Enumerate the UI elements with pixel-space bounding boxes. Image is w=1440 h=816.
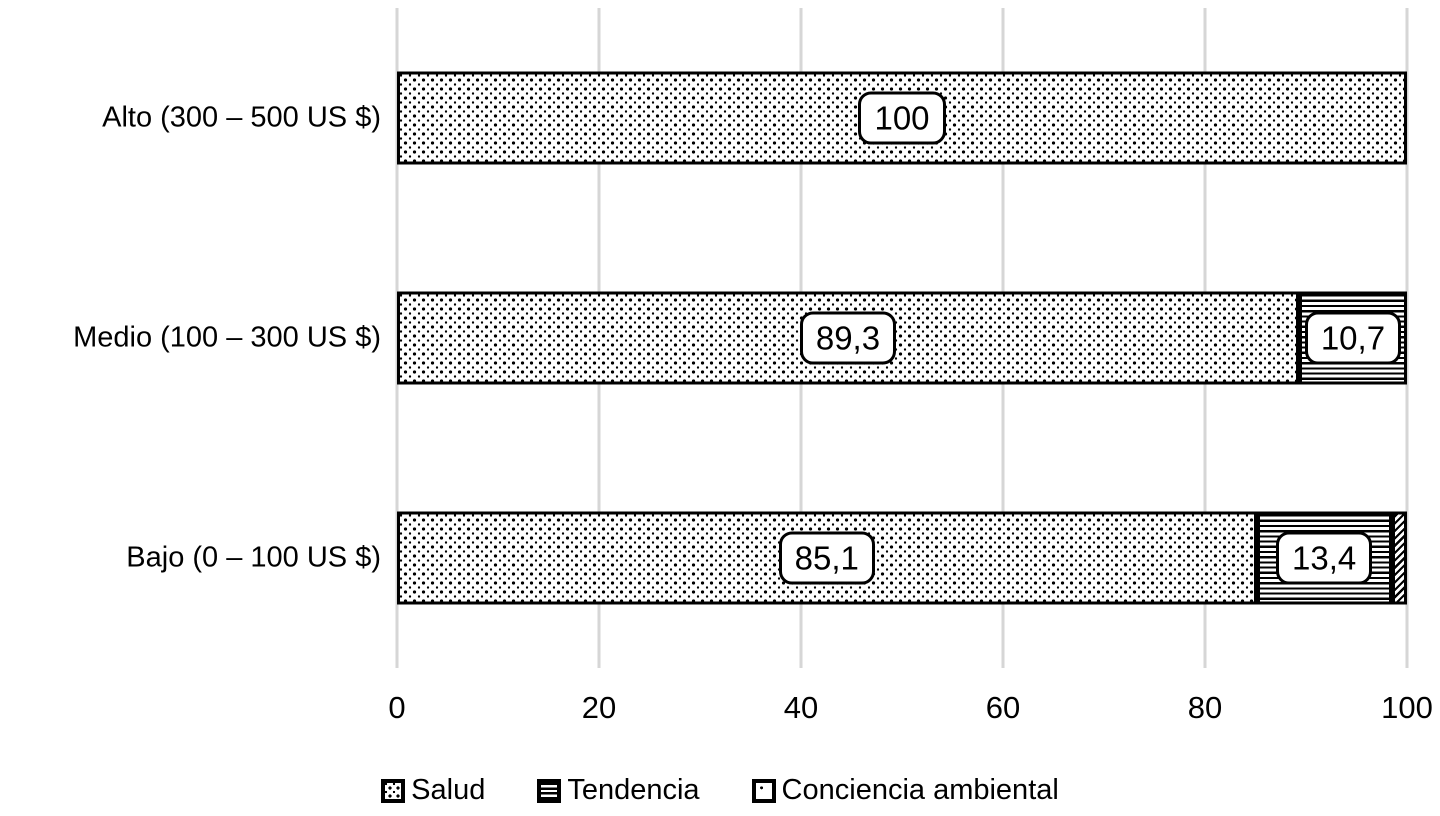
legend-label: Conciencia ambiental xyxy=(781,774,1059,806)
legend: Salud Tendencia Conciencia ambiental xyxy=(0,774,1440,807)
category-label: Alto (300 – 500 US $) xyxy=(102,101,381,134)
data-label: 85,1 xyxy=(778,531,875,585)
x-tick-label: 20 xyxy=(581,690,617,725)
legend-item-salud: Salud xyxy=(381,774,485,807)
bar-segment-tendencia: 10,7 xyxy=(1298,291,1407,385)
bar-segment-salud: 100 xyxy=(397,71,1407,165)
bar-row: Bajo (0 – 100 US $) 85,1 13,4 xyxy=(126,448,1407,668)
tendencia-pattern-icon xyxy=(537,778,562,803)
category-label: Medio (100 – 300 US $) xyxy=(73,321,381,354)
legend-item-tendencia: Tendencia xyxy=(537,774,700,807)
x-tick-label: 80 xyxy=(1187,690,1223,725)
x-tick-label: 60 xyxy=(985,690,1021,725)
bar-segment-conciencia-ambiental xyxy=(1391,511,1407,605)
bar-segment-tendencia: 13,4 xyxy=(1256,511,1392,605)
x-tick-label: 40 xyxy=(783,690,819,725)
bar-segment-salud: 89,3 xyxy=(397,291,1299,385)
bar-segment-salud: 85,1 xyxy=(397,511,1257,605)
x-tick-label: 100 xyxy=(1381,690,1433,725)
legend-label: Salud xyxy=(411,774,486,806)
salud-pattern-icon xyxy=(381,778,406,803)
plot-area: Alto (300 – 500 US $) 100 Medio (100 – 300… xyxy=(73,8,1409,668)
legend-item-conciencia-ambiental: Conciencia ambiental xyxy=(751,774,1059,807)
x-axis: 0 20 40 60 80 100 xyxy=(388,690,1432,734)
bar-track: 85,1 13,4 xyxy=(397,511,1407,605)
bar-track: 100 xyxy=(397,71,1407,165)
data-label: 100 xyxy=(858,91,946,145)
data-label: 10,7 xyxy=(1304,311,1402,365)
bar-row: Medio (100 – 300 US $) 89,3 10,7 xyxy=(73,228,1407,448)
data-label: 13,4 xyxy=(1276,531,1373,585)
bar-track: 89,3 10,7 xyxy=(397,291,1407,385)
legend-label: Tendencia xyxy=(567,774,700,806)
x-tick-label: 0 xyxy=(388,690,406,725)
data-label: 89,3 xyxy=(799,311,897,365)
category-label: Bajo (0 – 100 US $) xyxy=(126,541,381,574)
gridline xyxy=(1405,8,1409,668)
conciencia-ambiental-pattern-icon xyxy=(751,778,776,803)
bar-row: Alto (300 – 500 US $) 100 xyxy=(102,8,1407,228)
